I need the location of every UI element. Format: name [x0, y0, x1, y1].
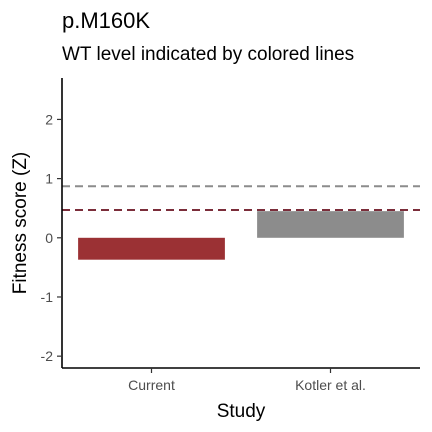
- chart-subtitle: WT level indicated by colored lines: [62, 44, 355, 65]
- y-tick-label-4: 2: [45, 111, 53, 127]
- chart-title: p.M160K: [62, 8, 151, 33]
- y-tick-label-1: -1: [41, 289, 54, 305]
- x-tick-label-0: Current: [128, 377, 175, 393]
- bar-0: [78, 237, 225, 260]
- y-tick-label-3: 1: [45, 171, 53, 187]
- y-axis-title: Fitness score (Z): [10, 152, 31, 295]
- bar-1: [257, 211, 404, 238]
- axes: -2 -1 0 1 2 Current Kotler et al.: [41, 78, 420, 393]
- y-tick-label-0: -2: [41, 348, 54, 364]
- x-tick-label-1: Kotler et al.: [295, 377, 366, 393]
- bars: [78, 211, 404, 260]
- x-axis-title: Study: [217, 401, 266, 422]
- y-tick-label-2: 0: [45, 230, 53, 246]
- reference-lines: [62, 185, 420, 211]
